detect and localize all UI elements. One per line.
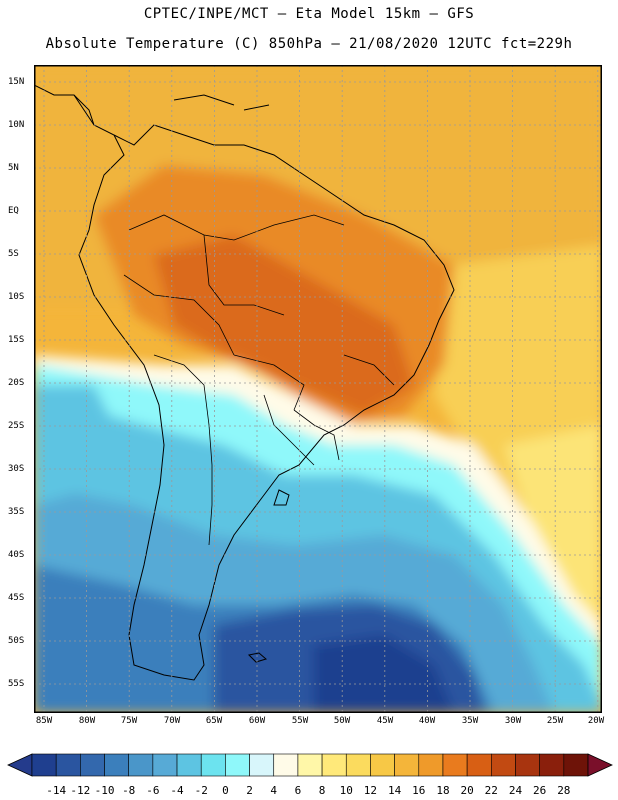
colorbar-label: 10 [339, 784, 353, 797]
lon-label: 60W [248, 716, 266, 726]
lon-label: 40W [418, 716, 436, 726]
colorbar-cell [31, 753, 57, 777]
colorbar-cell [321, 753, 347, 777]
lon-label: 25W [546, 716, 564, 726]
colorbar-cell [442, 753, 468, 777]
colorbar-cell [200, 753, 226, 777]
coastline [34, 84, 455, 681]
lat-label: 10N [8, 120, 25, 130]
colorbar-label: -14 [46, 784, 67, 797]
lat-label: 5S [8, 249, 19, 259]
lon-label: 80W [78, 716, 96, 726]
colorbar-cell [515, 753, 540, 777]
lon-label: 45W [376, 716, 394, 726]
lon-label: 30W [504, 716, 522, 726]
colorbar-cell [80, 753, 105, 777]
country-borders [123, 214, 395, 546]
colorbar-cell [273, 753, 299, 777]
colorbar-cell [128, 753, 154, 777]
colorbar-cell [225, 753, 250, 777]
lon-label: 65W [205, 716, 223, 726]
lat-lon-grid [34, 65, 602, 713]
colorbar-cell [370, 753, 395, 777]
colorbar-cell [55, 753, 81, 777]
lon-label: 50W [333, 716, 351, 726]
colorbar-label: 2 [246, 784, 253, 797]
lat-label: 55S [8, 679, 25, 689]
colorbar-cell [466, 753, 492, 777]
colorbar-label: 22 [484, 784, 498, 797]
colorbar-cell [418, 753, 444, 777]
lat-label: 5N [8, 163, 19, 173]
colorbar-label: 26 [533, 784, 547, 797]
lon-label: 20W [587, 716, 605, 726]
colorbar-label: -4 [170, 784, 184, 797]
title-line-1: CPTEC/INPE/MCT – Eta Model 15km – GFS [143, 6, 475, 22]
lat-label: 50S [8, 636, 25, 646]
colorbar-label: -8 [122, 784, 136, 797]
colorbar-over-arrow [587, 753, 613, 777]
colorbar-label: 14 [387, 784, 402, 797]
colorbar-cell [104, 753, 129, 777]
temperature-map [34, 65, 602, 713]
colorbar-label: 16 [412, 784, 426, 797]
colorbar-cells [31, 753, 589, 777]
lon-label: 85W [35, 716, 53, 726]
colorbar-label: 18 [436, 784, 450, 797]
colorbar [7, 753, 613, 777]
map-frame [34, 65, 602, 713]
lat-label: 30S [8, 464, 25, 474]
colorbar-cell [539, 753, 565, 777]
lat-label: EQ [8, 206, 19, 216]
colorbar-cell [394, 753, 420, 777]
colorbar-cell [563, 753, 589, 777]
colorbar-label: 28 [557, 784, 571, 797]
colorbar-label: -6 [146, 784, 160, 797]
lat-label: 45S [8, 593, 25, 603]
colorbar-label: 24 [508, 784, 523, 797]
colorbar-under-arrow [7, 753, 33, 777]
lat-label: 20S [8, 378, 25, 388]
lon-label: 55W [291, 716, 309, 726]
colorbar-cell [297, 753, 323, 777]
lat-label: 15N [8, 77, 25, 87]
colorbar-cell [249, 753, 275, 777]
colorbar-label: -12 [70, 784, 91, 797]
colorbar-label: 20 [460, 784, 474, 797]
lon-label: 75W [120, 716, 138, 726]
title-line-2: Absolute Temperature (C) 850hPa – 21/08/… [45, 36, 573, 52]
lon-label: 70W [163, 716, 181, 726]
colorbar-label: 0 [222, 784, 229, 797]
lat-label: 10S [8, 292, 25, 302]
colorbar-label: 8 [318, 784, 326, 797]
colorbar-label: -2 [194, 784, 208, 797]
colorbar-label: 6 [294, 784, 302, 797]
colorbar-label: 4 [270, 784, 278, 797]
colorbar-cell [176, 753, 202, 777]
colorbar-cell [152, 753, 178, 777]
colorbar-label: 12 [363, 784, 378, 797]
colorbar-cell [491, 753, 516, 777]
lat-label: 15S [8, 335, 25, 345]
lat-label: 25S [8, 421, 25, 431]
lat-label: 35S [8, 507, 25, 517]
colorbar-cell [345, 753, 371, 777]
colorbar-label: -10 [94, 784, 115, 797]
lat-label: 40S [8, 550, 25, 560]
lon-label: 35W [461, 716, 479, 726]
